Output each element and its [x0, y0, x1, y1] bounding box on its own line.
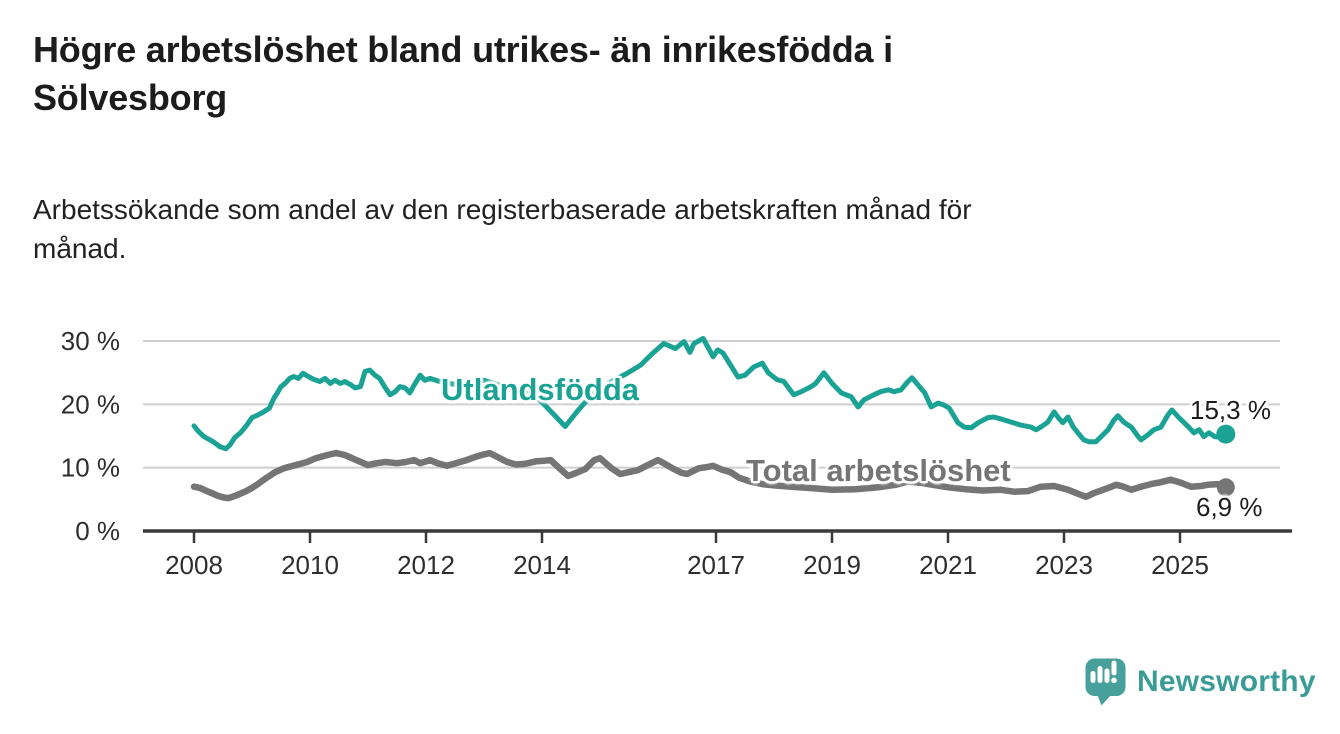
x-tick-label: 2012: [397, 550, 455, 580]
series-end-dot-utlandsfodda: [1216, 424, 1236, 444]
x-tick-label: 2025: [1151, 550, 1209, 580]
x-tick-label: 2023: [1035, 550, 1093, 580]
series-line-total: [190, 449, 1230, 502]
end-value-label-total-arbetsloshet: 6,9 %: [1196, 492, 1263, 522]
x-tick-label: 2008: [165, 550, 223, 580]
newsworthy-logo: Newsworthy: [1085, 658, 1316, 706]
series-label-utlandsfodda: Utlandsfödda: [441, 372, 640, 407]
page-title: Högre arbetslöshet bland utrikes- än inr…: [33, 26, 1133, 122]
series-label-total-arbetsloshet: Total arbetslöshet: [746, 453, 1011, 488]
y-tick-label: 10 %: [61, 453, 120, 483]
chart-subtitle-line-2: månad.: [33, 233, 127, 264]
end-value-label-utlandsfodda: 15,3 %: [1190, 395, 1271, 425]
y-tick-label: 20 %: [61, 389, 120, 419]
x-tick-label: 2010: [281, 550, 339, 580]
x-tick-label: 2019: [803, 550, 861, 580]
x-tick-label: 2017: [687, 550, 745, 580]
x-tick-label: 2021: [919, 550, 977, 580]
x-tick-label: 2014: [513, 550, 571, 580]
page-title-line-1: Högre arbetslöshet bland utrikes- än inr…: [33, 29, 893, 70]
series-end-dot-total: [1216, 478, 1235, 497]
series-line-utlandsfodda: [191, 336, 1229, 452]
y-tick-label: 0 %: [75, 516, 120, 546]
newsworthy-wordmark: Newsworthy: [1137, 665, 1316, 698]
newsworthy-chart-bubble-icon: [1085, 658, 1126, 706]
page-title-line-2: Sölvesborg: [33, 77, 228, 118]
chart-subtitle: Arbetssökande som andel av den registerb…: [33, 190, 1243, 268]
chart-subtitle-line-1: Arbetssökande som andel av den registerb…: [33, 194, 972, 225]
y-tick-label: 30 %: [61, 326, 120, 356]
